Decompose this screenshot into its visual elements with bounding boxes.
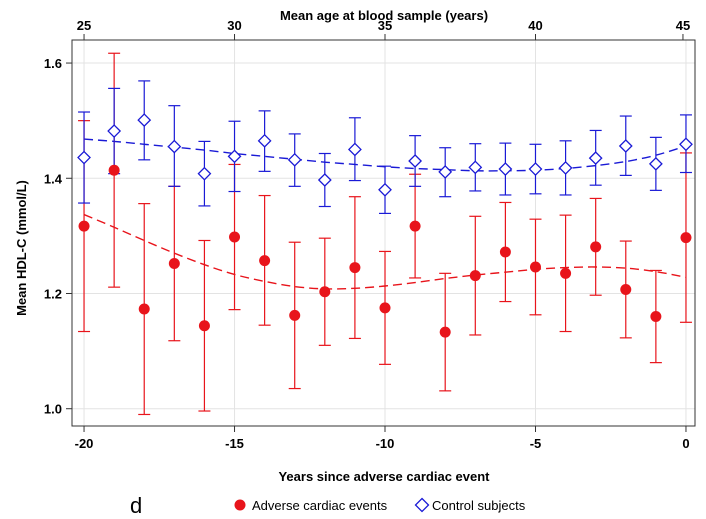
x-tick-label: -15 — [225, 436, 244, 451]
point-adverse — [439, 326, 451, 338]
point-adverse — [78, 220, 90, 232]
x-tick-label: -20 — [75, 436, 94, 451]
y-tick-label: 1.4 — [44, 171, 63, 186]
point-control — [77, 150, 91, 165]
x-axis-title: Years since adverse cardiac event — [278, 469, 490, 484]
point-adverse — [680, 232, 692, 244]
x-tick-label: -5 — [530, 436, 542, 451]
point-control — [679, 137, 693, 152]
point-adverse — [229, 231, 241, 243]
axes: -20 -15 -10 -5 0 1.0 1.2 1.4 1.6 25 30 35 40 45 — [44, 18, 690, 451]
point-control — [558, 160, 573, 175]
point-adverse — [409, 220, 421, 232]
y-tick-label: 1.2 — [44, 286, 62, 301]
data-points — [77, 113, 693, 338]
legend-marker-adverse — [234, 499, 246, 511]
top-tick-label: 40 — [528, 18, 542, 33]
point-adverse — [138, 303, 150, 315]
point-adverse — [499, 246, 511, 258]
top-tick-label: 35 — [378, 18, 392, 33]
point-control — [287, 152, 302, 167]
point-control — [498, 162, 513, 176]
point-control — [347, 142, 362, 157]
point-adverse — [168, 258, 180, 270]
point-adverse — [198, 320, 210, 332]
point-control — [257, 133, 272, 148]
point-control — [197, 166, 212, 181]
legend-label-control: Control subjects — [432, 498, 526, 513]
point-control — [227, 149, 242, 164]
legend-label-adverse: Adverse cardiac events — [252, 498, 388, 513]
legend: Adverse cardiac events Control subjects — [234, 497, 526, 513]
x-tick-label: 0 — [682, 436, 689, 451]
point-adverse — [560, 267, 572, 279]
panel-label: d — [130, 493, 142, 518]
point-control — [648, 156, 663, 171]
plot-frame — [71, 39, 696, 427]
point-control — [438, 165, 453, 179]
legend-marker-control — [414, 497, 430, 513]
point-adverse — [469, 270, 481, 282]
point-control — [167, 139, 182, 154]
point-adverse — [529, 261, 541, 273]
point-adverse — [590, 241, 602, 253]
point-control — [528, 162, 543, 176]
top-tick-label: 25 — [77, 18, 91, 33]
y-axis-title: Mean HDL-C (mmol/L) — [14, 180, 29, 316]
point-control — [137, 113, 152, 128]
point-control — [378, 182, 392, 197]
top-axis-title: Mean age at blood sample (years) — [280, 8, 488, 23]
y-tick-label: 1.6 — [44, 56, 62, 71]
point-adverse — [259, 255, 271, 267]
x-tick-label: -10 — [376, 436, 395, 451]
point-adverse — [108, 164, 120, 176]
grid — [72, 40, 695, 426]
point-control — [317, 173, 332, 187]
y-tick-label: 1.0 — [44, 402, 62, 417]
point-adverse — [620, 283, 632, 295]
point-control — [408, 154, 423, 168]
point-adverse — [349, 262, 361, 274]
point-adverse — [650, 311, 662, 323]
top-tick-label: 30 — [227, 18, 241, 33]
point-control — [468, 160, 483, 175]
point-control — [107, 124, 122, 138]
point-adverse — [379, 302, 391, 314]
point-adverse — [319, 286, 331, 298]
point-adverse — [289, 309, 301, 321]
top-tick-label: 45 — [676, 18, 690, 33]
point-control — [618, 139, 633, 153]
point-control — [588, 151, 603, 166]
